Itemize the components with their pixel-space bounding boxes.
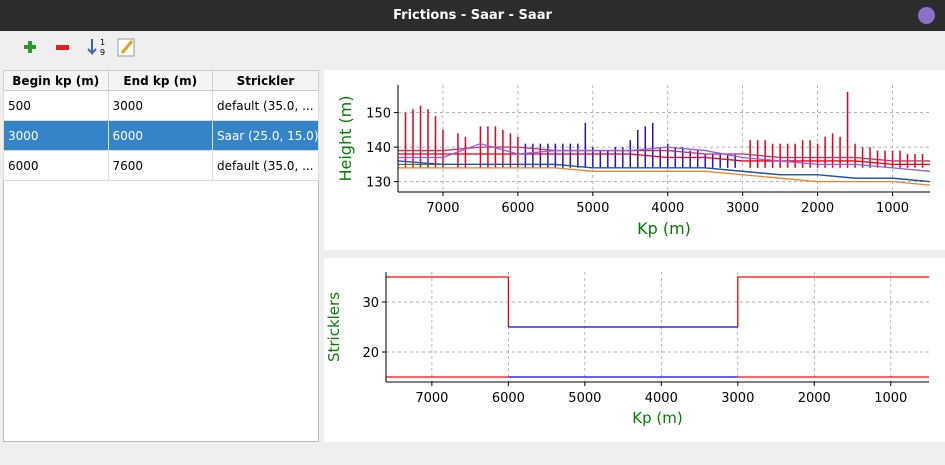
x-tick-label: 6000: [501, 201, 534, 216]
table-row[interactable]: 3000 6000 Saar (25.0, 15.0): [3, 120, 319, 151]
add-button[interactable]: [24, 41, 36, 53]
svg-text:9: 9: [100, 48, 105, 57]
series-line: [398, 153, 930, 166]
table-cell: default (35.0, ...: [212, 90, 319, 121]
y-tick-label: 150: [366, 107, 391, 122]
x-tick-label: 2000: [798, 391, 831, 406]
series-line: [386, 276, 510, 327]
y-tick-label: 20: [362, 346, 379, 361]
x-axis-label: Kp (m): [632, 409, 682, 427]
series-line: [397, 160, 931, 183]
svg-text:1: 1: [100, 38, 105, 47]
friction-table: Begin kp (m) End kp (m) Strickler 500 3000 de…: [3, 70, 319, 181]
y-axis-label: Height (m): [336, 95, 355, 181]
table-row[interactable]: 6000 7600 default (35.0, ...: [3, 150, 319, 181]
table-cell: 3000: [3, 120, 109, 151]
y-tick-label: 130: [366, 176, 391, 191]
table-cell: 7600: [107, 150, 213, 181]
series-line: [398, 142, 931, 172]
toolbar: 19: [24, 38, 135, 57]
sort-button[interactable]: 19: [87, 38, 105, 57]
y-axis-label: Stricklers: [325, 292, 343, 362]
x-tick-label: 5000: [568, 391, 601, 406]
x-tick-label: 3000: [721, 391, 754, 406]
title-bar: Frictions - Saar - Saar: [0, 0, 945, 31]
x-tick-label: 4000: [645, 391, 678, 406]
y-tick-label: 140: [366, 141, 391, 156]
y-tick-label: 30: [362, 296, 379, 311]
table-cell: Saar (25.0, 15.0): [212, 120, 319, 151]
series-line: [398, 167, 931, 186]
column-header: Begin kp (m): [3, 70, 109, 91]
x-axis-label: Kp (m): [637, 219, 691, 238]
x-tick-label: 6000: [492, 391, 525, 406]
x-tick-label: 1000: [874, 391, 907, 406]
edit-button[interactable]: [117, 38, 135, 57]
series-line: [737, 276, 929, 327]
window-title: Frictions - Saar - Saar: [393, 8, 552, 23]
x-tick-label: 5000: [576, 201, 609, 216]
x-tick-label: 7000: [415, 391, 448, 406]
table-cell: default (35.0, ...: [212, 150, 319, 181]
x-tick-label: 4000: [651, 201, 684, 216]
remove-button[interactable]: [56, 45, 69, 50]
table-cell: 500: [3, 90, 109, 121]
table-cell: 6000: [107, 120, 213, 151]
x-tick-label: 2000: [801, 201, 834, 216]
close-button[interactable]: [918, 7, 935, 24]
column-header: Strickler: [212, 70, 319, 91]
table-cell: 6000: [3, 150, 109, 181]
x-tick-label: 7000: [426, 201, 459, 216]
x-tick-label: 1000: [876, 201, 909, 216]
table-row[interactable]: 500 3000 default (35.0, ...: [3, 90, 319, 121]
plot-panel: [324, 258, 945, 442]
x-tick-label: 3000: [726, 201, 759, 216]
plot-panel: [324, 70, 945, 250]
